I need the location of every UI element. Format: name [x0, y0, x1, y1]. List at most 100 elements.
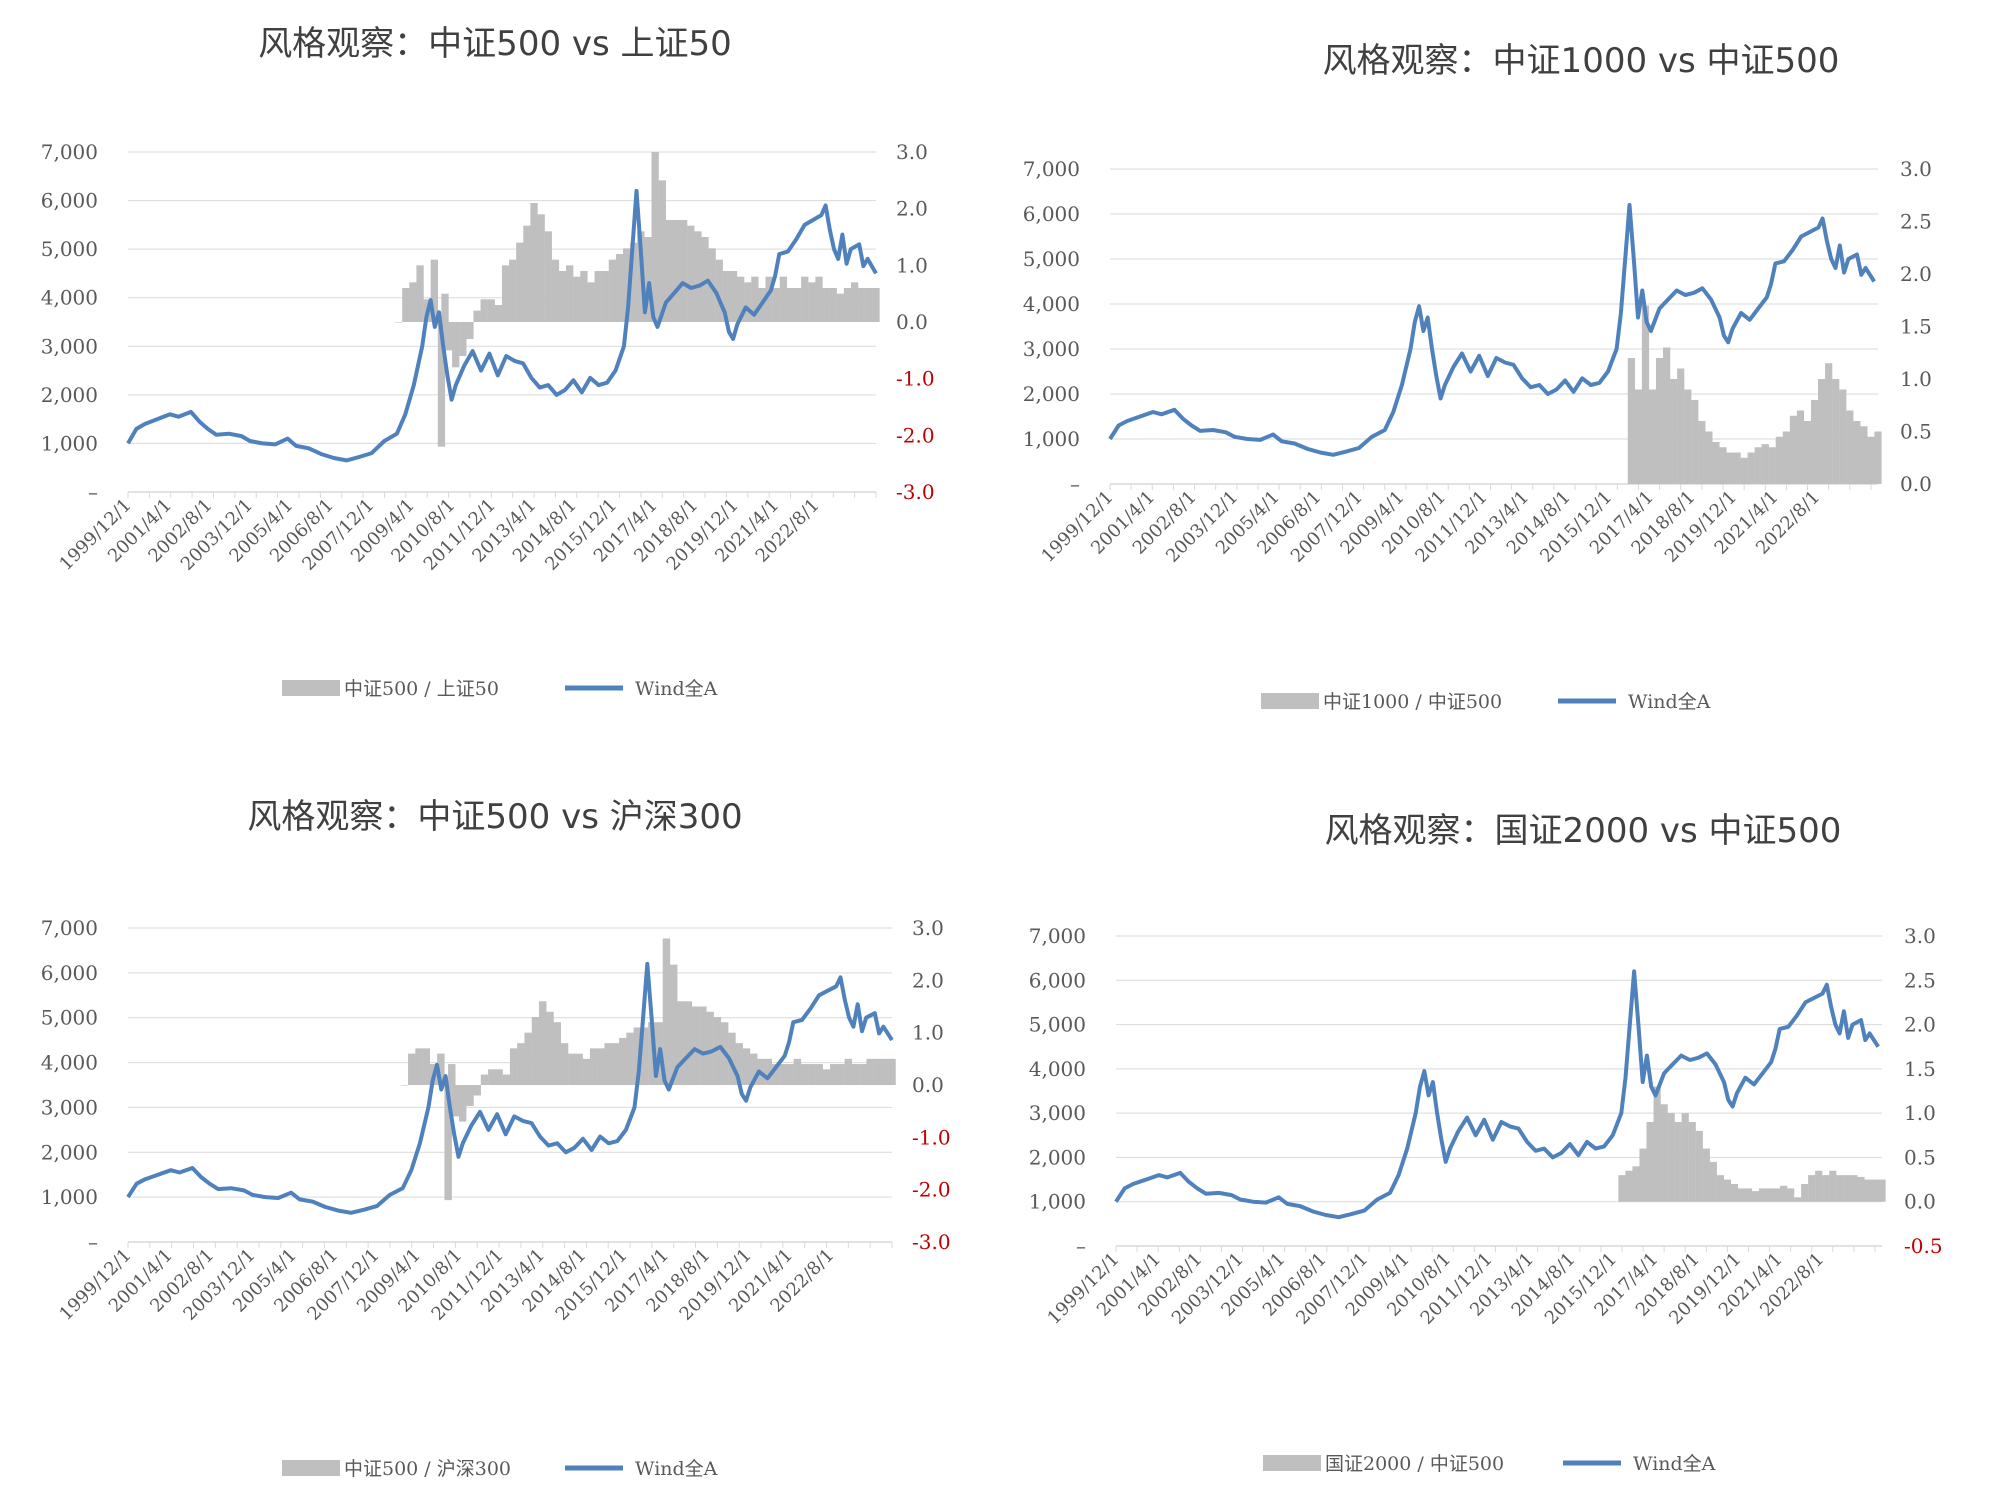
ratio-bar: [837, 1064, 845, 1085]
chart-panel-2000-vs-500: 风格观察：国证2000 vs 中证500 7,000 6,000 5,000 4,000…: [998, 743, 1996, 1486]
ratio-bar: [409, 282, 417, 322]
legend-line-label: Wind全A: [1628, 691, 1711, 713]
ratio-bar: [589, 1048, 598, 1085]
ratio-bar: [516, 242, 524, 322]
ratio-bar: [402, 288, 410, 322]
right-tick-label: 1.5: [1904, 1057, 1936, 1081]
ratio-bar: [1829, 1170, 1837, 1202]
ratio-bar: [452, 322, 460, 368]
ratio-bar: [742, 1048, 751, 1085]
ratio-bar: [815, 1064, 823, 1085]
ratio-bar: [771, 1064, 780, 1085]
ratio-bar: [444, 322, 453, 351]
right-tick-label: -0.5: [1904, 1234, 1943, 1258]
ratio-bar: [1663, 347, 1671, 484]
ratio-bar: [566, 265, 574, 322]
ratio-bar: [786, 288, 795, 322]
ratio-bar: [808, 1064, 816, 1085]
right-tick-label: 2.5: [1900, 210, 1932, 234]
ratio-bar: [815, 276, 823, 322]
ratio-bar: [1618, 1175, 1626, 1202]
ratio-bar: [1878, 1179, 1886, 1202]
ratio-bar: [531, 1016, 540, 1085]
ratio-bar: [1655, 358, 1664, 484]
right-tick-label: 1.0: [1900, 367, 1932, 391]
ratio-bar: [1839, 389, 1847, 484]
left-tick-label: –: [88, 480, 98, 504]
legend-bar-label: 国证2000 / 中证500: [1325, 1453, 1504, 1475]
ratio-bar: [1765, 1188, 1774, 1202]
right-tick-label: 1.0: [896, 253, 928, 277]
left-tick-label: 3,000: [41, 334, 98, 358]
ratio-bar: [441, 293, 449, 322]
right-tick-label: 3.0: [1900, 157, 1932, 181]
ratio-bar: [473, 310, 481, 322]
ratio-bar: [1801, 1184, 1809, 1202]
ratio-bar: [509, 1048, 518, 1085]
ratio-bar: [459, 322, 467, 356]
right-tick-label: 3.0: [1904, 924, 1936, 948]
ratio-bar: [1871, 1179, 1879, 1202]
ratio-bar: [786, 1064, 794, 1085]
ratio-bar: [415, 1048, 423, 1085]
left-tick-label: 5,000: [1029, 1013, 1086, 1037]
ratio-bar: [699, 1006, 707, 1085]
ratio-bar: [580, 271, 588, 322]
legend-bar-label: 中证500 / 上证50: [344, 678, 499, 700]
ratio-bar: [523, 225, 531, 322]
legend-bar-swatch: [282, 1460, 340, 1476]
ratio-bar: [706, 1011, 714, 1085]
ratio-bar: [517, 1043, 525, 1085]
ratio-bar: [1857, 1176, 1865, 1202]
ratio-bar: [1775, 436, 1783, 484]
ratio-bar: [1632, 1166, 1640, 1202]
left-tick-label: 1,000: [41, 431, 98, 455]
ratio-bar: [480, 299, 488, 322]
ratio-bar: [1709, 1161, 1717, 1202]
right-tick-label: -3.0: [912, 1230, 951, 1254]
ratio-bar: [658, 180, 666, 322]
right-tick-label: 0.0: [1904, 1190, 1936, 1214]
right-tick-label: -1.0: [912, 1125, 951, 1149]
left-tick-label: 7,000: [1023, 157, 1080, 181]
ratio-bar: [1641, 305, 1650, 484]
left-tick-label: 7,000: [1029, 924, 1086, 948]
ratio-bar: [729, 271, 738, 322]
ratio-bar: [1803, 421, 1812, 484]
ratio-bar: [694, 231, 702, 322]
ratio-bar: [1772, 1188, 1781, 1202]
right-tick-label: 2.0: [896, 197, 928, 221]
ratio-bar: [1684, 389, 1692, 484]
ratio-bar: [502, 1074, 511, 1085]
ratio-bar: [687, 225, 695, 322]
chart-svg: 风格观察：中证500 vs 沪深300 7,000 6,000 5,000 4,000 3…: [41, 797, 951, 1480]
ratio-bar: [880, 1058, 889, 1085]
ratio-bar: [843, 288, 852, 322]
ratio-bar: [530, 203, 538, 322]
ratio-bar: [601, 271, 609, 322]
ratio-bar: [495, 1069, 503, 1085]
right-tick-label: 2.0: [1900, 262, 1932, 286]
ratio-bar: [1667, 1113, 1675, 1202]
ratio-bar: [1660, 1104, 1668, 1202]
left-tick-label: 7,000: [41, 916, 98, 940]
ratio-bar: [611, 1043, 620, 1085]
ratio-bar: [416, 265, 424, 322]
ratio-bar: [553, 1022, 562, 1085]
left-tick-label: –: [1070, 472, 1080, 496]
ratio-bar: [487, 299, 495, 322]
ratio-bar: [672, 220, 681, 322]
ratio-bar: [437, 1053, 445, 1085]
ratio-bar: [1751, 1191, 1760, 1202]
ratio-bar: [1846, 410, 1854, 484]
wind-a-line: [1108, 203, 1876, 457]
ratio-bar: [793, 1058, 802, 1085]
ratio-bar: [691, 1006, 700, 1085]
ratio-bar: [558, 271, 567, 322]
left-tick-label: 6,000: [1029, 968, 1086, 992]
ratio-bar: [829, 288, 837, 322]
ratio-bar: [1808, 1175, 1816, 1202]
ratio-bar: [858, 288, 866, 322]
ratio-bar: [779, 1064, 787, 1085]
legend-bar-label: 中证500 / 沪深300: [344, 1458, 511, 1480]
